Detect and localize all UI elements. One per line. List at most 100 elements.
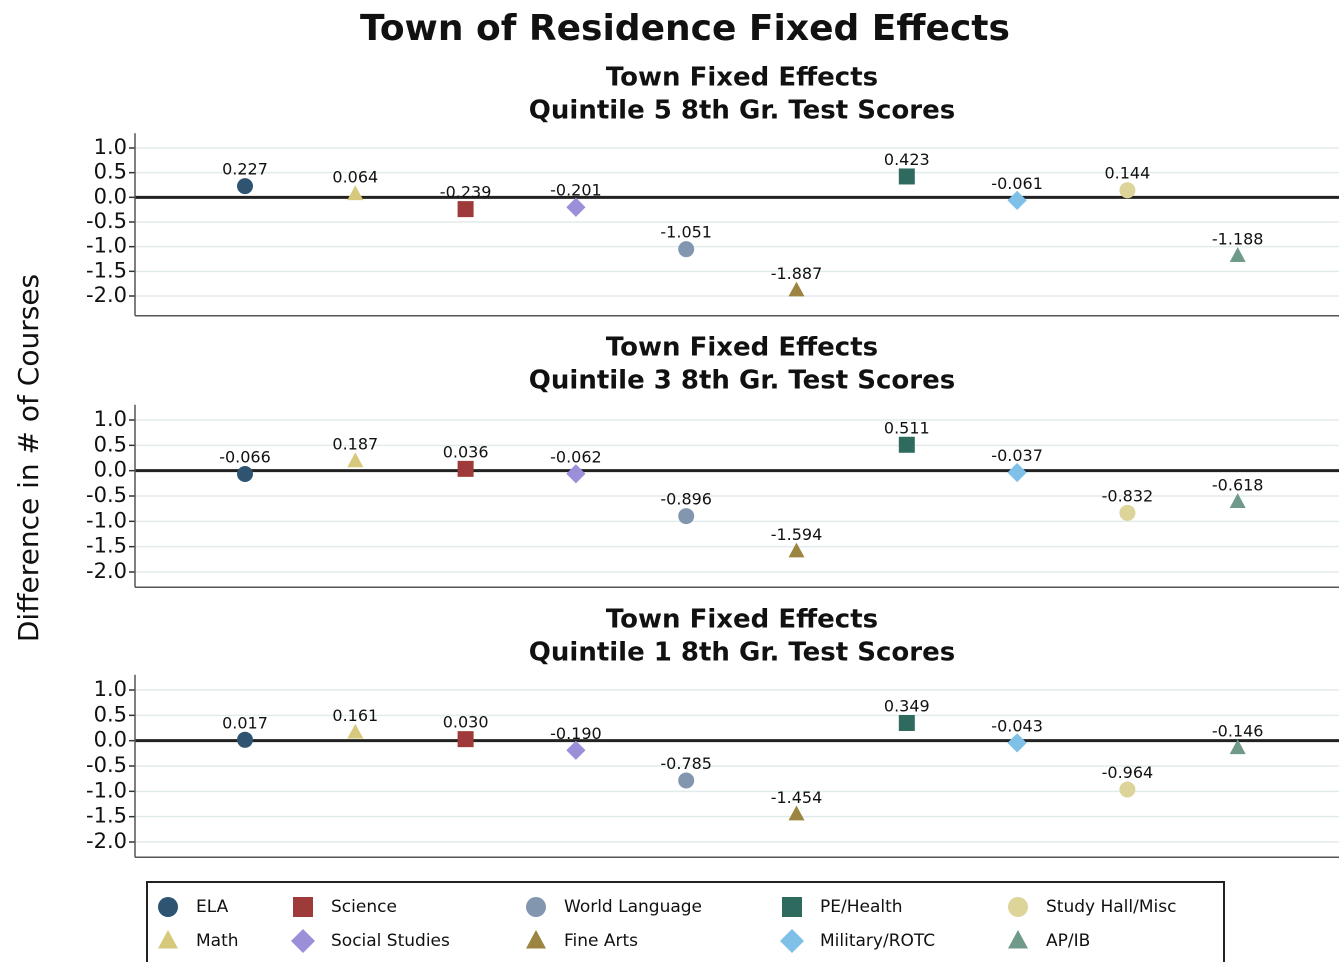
legend-box — [146, 881, 1225, 962]
marker — [1119, 182, 1136, 199]
legend-marker — [526, 930, 546, 949]
data-label: -0.896 — [660, 490, 712, 509]
data-label: -1.887 — [771, 264, 823, 283]
y-tick-label: 0.0 — [94, 728, 127, 752]
marker — [1007, 462, 1027, 483]
data-label: -0.832 — [1102, 486, 1154, 505]
marker — [237, 731, 253, 748]
marker — [457, 460, 474, 477]
y-tick-label: -2.0 — [86, 283, 127, 307]
panel-subtitle: Quintile 1 8th Gr. Test Scores — [529, 638, 955, 668]
legend-label: Military/ROTC — [820, 931, 935, 951]
legend-marker — [293, 897, 313, 917]
legend-label: Social Studies — [331, 931, 450, 951]
y-tick-label: 1.0 — [94, 677, 127, 701]
data-label: 0.227 — [222, 160, 268, 179]
marker — [788, 542, 805, 558]
legend-marker — [158, 897, 178, 917]
marker — [566, 197, 586, 217]
y-tick-label: -1.0 — [86, 234, 127, 258]
data-label: -0.239 — [440, 183, 492, 202]
marker — [898, 436, 915, 453]
y-tick-label: -2.0 — [86, 829, 127, 853]
y-tick-label: -2.0 — [86, 559, 127, 583]
data-label: -0.785 — [660, 754, 712, 773]
legend-marker — [291, 929, 315, 953]
marker — [347, 185, 364, 201]
data-label: -0.201 — [550, 181, 602, 200]
panel-title: Town Fixed Effects — [606, 63, 878, 93]
marker — [1007, 190, 1027, 210]
data-label: 0.349 — [884, 696, 930, 715]
data-label: -0.043 — [991, 716, 1043, 735]
y-tick-label: -1.0 — [86, 778, 127, 802]
panel-subtitle: Quintile 5 8th Gr. Test Scores — [529, 96, 955, 126]
data-label: -0.618 — [1212, 475, 1264, 494]
marker — [898, 168, 915, 185]
marker — [1229, 739, 1246, 755]
marker — [457, 731, 474, 748]
marker — [237, 466, 253, 483]
marker — [898, 714, 915, 731]
marker — [678, 241, 695, 258]
data-label: -1.594 — [771, 525, 823, 544]
chart-title: Town of Residence Fixed Effects — [360, 8, 1010, 49]
marker — [566, 740, 586, 760]
panel-title: Town Fixed Effects — [606, 605, 878, 635]
legend-marker — [782, 897, 802, 917]
marker — [347, 452, 364, 468]
marker — [1119, 504, 1136, 521]
marker — [347, 723, 364, 739]
legend-marker — [526, 897, 546, 917]
data-label: -0.066 — [219, 448, 271, 467]
data-label: -0.062 — [550, 447, 602, 466]
marker — [678, 772, 695, 789]
marker — [457, 201, 474, 218]
marker — [237, 178, 253, 195]
data-label: 0.017 — [222, 713, 268, 732]
y-tick-label: -1.5 — [86, 534, 127, 558]
y-tick-label: -1.5 — [86, 804, 127, 828]
data-label: 0.161 — [332, 706, 378, 725]
marker — [1229, 493, 1246, 508]
legend-marker — [780, 929, 804, 953]
y-tick-label: -1.5 — [86, 258, 127, 282]
y-axis-label: Difference in # of Courses — [12, 274, 45, 642]
y-tick-label: 0.0 — [94, 458, 127, 482]
legend-label: AP/IB — [1046, 931, 1090, 951]
y-tick-label: 0.5 — [94, 160, 127, 184]
data-label: -0.037 — [991, 446, 1043, 465]
y-tick-label: 1.0 — [94, 407, 127, 431]
legend-label: Fine Arts — [564, 931, 638, 951]
legend-label: World Language — [564, 897, 702, 917]
panel-subtitle: Quintile 3 8th Gr. Test Scores — [529, 366, 955, 396]
y-tick-label: -0.5 — [86, 753, 127, 777]
data-label: 0.064 — [332, 168, 378, 187]
marker — [1229, 247, 1246, 262]
legend-label: Math — [196, 931, 239, 951]
marker — [788, 805, 805, 821]
legend-marker — [1008, 897, 1028, 917]
data-label: -0.964 — [1102, 763, 1154, 782]
data-label: 0.144 — [1104, 164, 1150, 183]
panel-title: Town Fixed Effects — [606, 333, 878, 363]
y-tick-label: 1.0 — [94, 135, 127, 159]
y-tick-label: 0.5 — [94, 702, 127, 726]
data-label: -0.061 — [991, 174, 1043, 193]
marker — [678, 508, 695, 525]
y-tick-label: -0.5 — [86, 209, 127, 233]
legend-label: Study Hall/Misc — [1046, 897, 1176, 917]
data-label: 0.036 — [443, 442, 489, 461]
y-tick-label: -0.5 — [86, 483, 127, 507]
marker — [1119, 781, 1136, 798]
legend-label: Science — [331, 897, 397, 917]
legend-label: ELA — [196, 897, 229, 917]
data-label: -1.454 — [771, 788, 823, 807]
data-label: 0.187 — [332, 435, 378, 454]
marker — [788, 281, 805, 297]
data-label: -1.188 — [1212, 229, 1264, 248]
marker — [1007, 733, 1027, 753]
legend-label: PE/Health — [820, 897, 903, 917]
data-label: -0.146 — [1212, 722, 1264, 741]
